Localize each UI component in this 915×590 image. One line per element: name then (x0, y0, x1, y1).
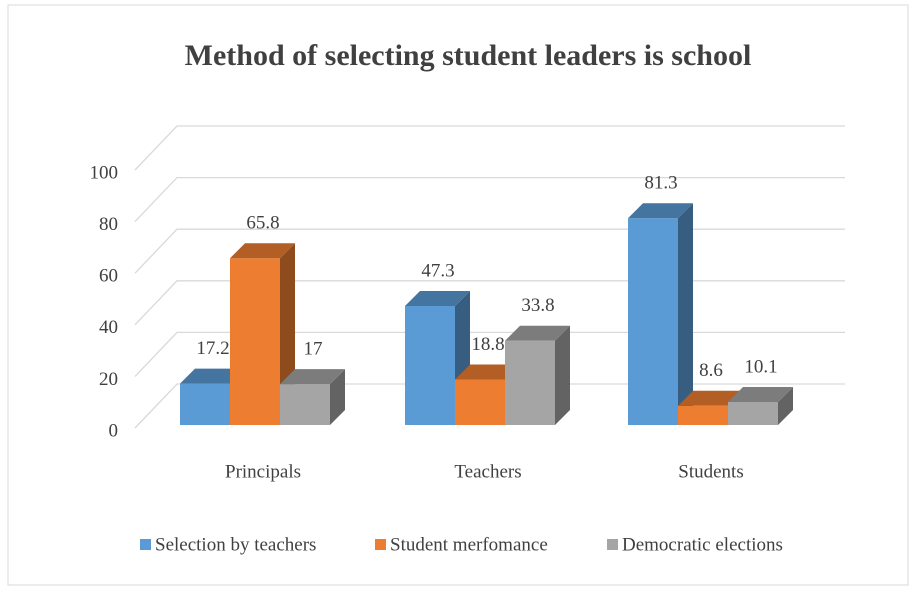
data-label: 81.3 (644, 173, 677, 194)
bar-top (628, 203, 693, 219)
bar-top (455, 364, 520, 380)
data-label: 17.2 (196, 338, 229, 359)
y-tick-label: 80 (99, 214, 118, 235)
bar-top (230, 243, 295, 259)
bar-top (505, 325, 570, 341)
data-label: 10.1 (744, 356, 777, 377)
bar-front (180, 383, 230, 425)
bar-front (678, 405, 728, 425)
legend-swatch (140, 539, 151, 550)
bar (728, 386, 793, 425)
bar-side (555, 325, 570, 425)
grid-line (134, 280, 845, 326)
grid-line (134, 331, 845, 377)
bar-front (280, 384, 330, 425)
bar-top (280, 369, 345, 385)
grid-line (134, 176, 845, 223)
legend-swatch (607, 539, 618, 550)
bar-front (728, 401, 778, 425)
bar (628, 203, 693, 425)
bar-side (778, 386, 793, 425)
x-tick-label: Principals (225, 461, 301, 482)
bar-front (230, 258, 280, 425)
x-tick-label: Teachers (454, 461, 521, 482)
bar-front (505, 340, 555, 425)
data-label: 8.6 (699, 360, 723, 381)
bar-side (330, 369, 345, 425)
bar-top (728, 386, 793, 402)
data-label: 33.8 (521, 295, 554, 316)
y-tick-label: 100 (90, 162, 119, 183)
y-tick-label: 40 (99, 317, 118, 338)
bar (505, 325, 570, 425)
grid-line (134, 125, 845, 171)
y-tick-label: 20 (99, 369, 118, 390)
legend-label: Selection by teachers (155, 534, 316, 555)
y-tick-label: 60 (99, 266, 118, 287)
bar-top (678, 390, 743, 406)
data-label: 47.3 (421, 260, 454, 281)
data-label: 65.8 (246, 213, 279, 234)
x-tick-label: Students (678, 461, 743, 482)
data-label: 17 (304, 338, 323, 359)
data-label: 18.8 (471, 334, 504, 355)
bar-front (628, 218, 678, 425)
legend-label: Democratic elections (622, 534, 783, 555)
bar-top (405, 290, 470, 306)
bar (280, 369, 345, 425)
grid-line (134, 383, 845, 429)
bar-front (455, 379, 505, 425)
grid-line (134, 228, 845, 274)
y-tick-label: 0 (109, 420, 119, 441)
bar-side (678, 203, 693, 425)
legend-swatch (375, 539, 386, 550)
legend-label: Student merfomance (390, 534, 548, 555)
bar-top (180, 368, 245, 384)
bar-front (405, 305, 455, 425)
chart-title: Method of selecting student leaders is s… (185, 39, 752, 72)
